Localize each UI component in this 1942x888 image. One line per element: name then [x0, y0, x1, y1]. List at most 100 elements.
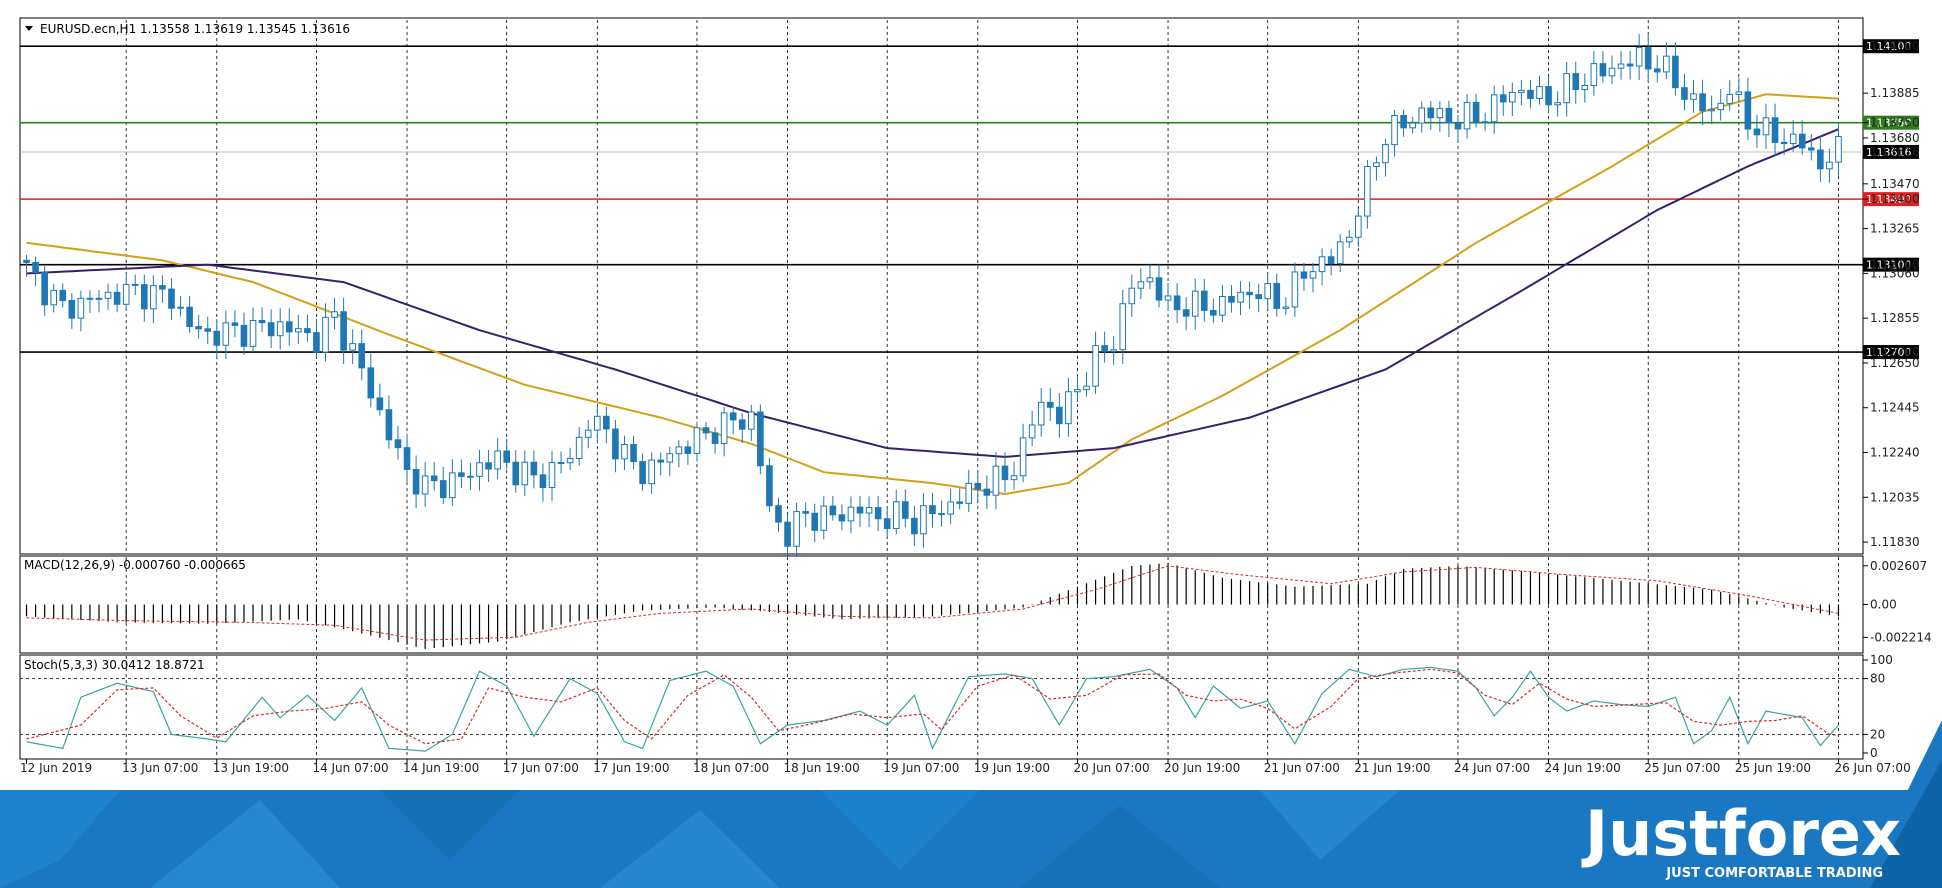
price-panel[interactable]: 1.14100 1.13750 1.13400 1.13100 1.12700 1.136…: [19, 17, 1920, 561]
candle[interactable]: [974, 469, 982, 501]
candle[interactable]: [593, 406, 601, 444]
candle[interactable]: [1074, 375, 1081, 403]
candle[interactable]: [1309, 262, 1317, 293]
candle[interactable]: [965, 469, 973, 513]
candle[interactable]: [666, 446, 674, 477]
candle[interactable]: [421, 462, 429, 507]
candle[interactable]: [657, 452, 665, 476]
candle[interactable]: [1128, 274, 1136, 317]
candle[interactable]: [304, 314, 311, 342]
candle[interactable]: [122, 275, 130, 311]
candle[interactable]: [1264, 273, 1272, 311]
candle[interactable]: [1282, 297, 1290, 315]
candle[interactable]: [1490, 85, 1498, 134]
candle[interactable]: [992, 452, 1000, 510]
candle[interactable]: [285, 308, 293, 346]
candle[interactable]: [204, 316, 212, 344]
candle[interactable]: [838, 504, 846, 531]
candle[interactable]: [1807, 134, 1815, 161]
candle[interactable]: [983, 475, 991, 509]
candle[interactable]: [1572, 61, 1580, 104]
candle[interactable]: [412, 455, 420, 509]
candle[interactable]: [530, 450, 538, 489]
candle[interactable]: [249, 307, 257, 353]
candle[interactable]: [1110, 335, 1118, 365]
candle[interactable]: [1608, 55, 1616, 84]
candle[interactable]: [322, 303, 329, 362]
candle[interactable]: [775, 497, 782, 532]
candle[interactable]: [1599, 51, 1607, 83]
candle[interactable]: [802, 502, 809, 528]
candle[interactable]: [911, 505, 918, 546]
candle[interactable]: [1409, 116, 1416, 134]
candle[interactable]: [856, 496, 864, 528]
candle[interactable]: [23, 254, 30, 277]
candle[interactable]: [1354, 209, 1362, 247]
candle[interactable]: [883, 506, 891, 538]
candle[interactable]: [1826, 148, 1833, 183]
candle[interactable]: [1418, 101, 1426, 133]
candle[interactable]: [874, 496, 882, 532]
candle[interactable]: [1753, 114, 1761, 149]
candle[interactable]: [1210, 298, 1217, 323]
candle[interactable]: [811, 503, 819, 543]
candle[interactable]: [1545, 75, 1552, 114]
candle[interactable]: [186, 295, 193, 333]
candle[interactable]: [1672, 42, 1679, 96]
candle[interactable]: [1273, 273, 1281, 317]
candle[interactable]: [1155, 264, 1163, 308]
candle[interactable]: [557, 451, 565, 474]
candle[interactable]: [548, 451, 556, 501]
candle[interactable]: [747, 404, 755, 441]
candle[interactable]: [1635, 34, 1643, 81]
candle[interactable]: [267, 309, 275, 349]
candle[interactable]: [1019, 423, 1027, 483]
candle[interactable]: [1590, 51, 1598, 96]
candle[interactable]: [1028, 410, 1036, 447]
candle[interactable]: [403, 433, 411, 484]
candle[interactable]: [394, 425, 402, 460]
candle[interactable]: [1228, 285, 1235, 313]
candle[interactable]: [1454, 115, 1462, 142]
candle[interactable]: [1762, 103, 1770, 150]
candle[interactable]: [430, 462, 438, 491]
candle[interactable]: [439, 466, 447, 505]
candle[interactable]: [385, 395, 393, 449]
candle[interactable]: [539, 463, 547, 502]
candle[interactable]: [1092, 331, 1099, 394]
candle[interactable]: [1663, 42, 1670, 79]
candle[interactable]: [865, 496, 873, 528]
candle[interactable]: [612, 419, 619, 473]
candle[interactable]: [1445, 100, 1453, 137]
candle[interactable]: [1735, 77, 1743, 102]
candle[interactable]: [1798, 120, 1806, 155]
candle[interactable]: [1200, 278, 1208, 322]
candle[interactable]: [1101, 331, 1108, 363]
candle[interactable]: [1137, 268, 1145, 300]
candle[interactable]: [1010, 461, 1018, 490]
candle[interactable]: [494, 438, 501, 480]
candle[interactable]: [195, 314, 202, 339]
candle[interactable]: [1653, 55, 1661, 83]
candle[interactable]: [1690, 79, 1697, 113]
candle[interactable]: [575, 426, 583, 466]
candle[interactable]: [892, 489, 900, 535]
candle[interactable]: [240, 312, 248, 356]
candle[interactable]: [59, 283, 67, 308]
candle[interactable]: [376, 383, 384, 416]
candle[interactable]: [449, 459, 456, 506]
candle[interactable]: [1744, 77, 1752, 140]
candle[interactable]: [258, 307, 266, 333]
candle[interactable]: [784, 513, 791, 559]
candle[interactable]: [1518, 80, 1525, 106]
candle[interactable]: [1037, 388, 1045, 437]
candle[interactable]: [331, 297, 338, 330]
stochastic-panel[interactable]: 100 80 20 0 Stoch(5,3,3) 30.0412 18.8721: [19, 653, 1893, 760]
candle[interactable]: [104, 283, 112, 310]
candle[interactable]: [1509, 82, 1516, 116]
candle[interactable]: [1173, 283, 1181, 323]
candle[interactable]: [757, 404, 764, 475]
candle[interactable]: [1300, 262, 1308, 291]
candle[interactable]: [521, 450, 529, 497]
candle[interactable]: [1246, 281, 1253, 309]
